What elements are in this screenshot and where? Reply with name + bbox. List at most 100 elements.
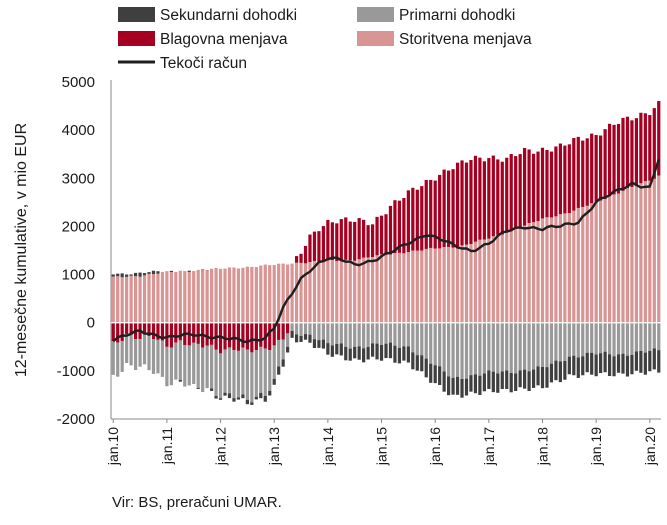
bar-storitvena-26 [228,267,231,322]
legend-item-blagovna: Blagovna menjava [118,31,288,48]
bar-storitvena-50 [335,261,338,323]
bar-sekundarni-75 [447,376,450,395]
bar-primarni-101 [563,323,566,361]
bar-sekundarni-15 [179,380,182,382]
bar-primarni-2 [121,341,124,372]
legend-label-blagovna: Blagovna menjava [160,31,288,48]
bar-blagovna-68 [416,190,419,251]
bar-storitvena-91 [519,228,522,323]
bar-sekundarni-36 [273,379,276,385]
bar-primarni-77 [456,323,459,377]
bar-storitvena-97 [545,217,548,322]
bar-blagovna-84 [487,158,490,239]
bar-blagovna-46 [317,231,320,261]
bar-primarni-97 [545,323,548,367]
bar-primarni-13 [170,348,173,386]
bar-storitvena-8 [147,274,150,323]
bar-primarni-35 [268,350,271,391]
bar-primarni-107 [590,323,593,353]
bar-blagovna-9 [152,323,155,340]
bar-blagovna-83 [483,161,486,239]
bar-primarni-65 [402,323,405,347]
bar-sekundarni-19 [197,388,200,389]
bar-primarni-110 [604,323,607,352]
bar-storitvena-117 [635,186,638,323]
bar-blagovna-53 [349,222,352,261]
bar-sekundarni-22 [210,389,213,391]
bar-storitvena-66 [407,252,410,323]
bar-storitvena-102 [568,213,571,323]
bar-storitvena-22 [210,269,213,323]
bar-sekundarni-117 [635,351,638,370]
bar-primarni-80 [469,323,472,375]
bar-sekundarni-13 [170,271,173,272]
bar-primarni-66 [407,323,410,347]
bar-storitvena-119 [644,181,647,323]
bar-primarni-79 [465,323,468,379]
y-tick-5000: 5000 [62,74,95,91]
bar-storitvena-81 [474,242,477,323]
bar-primarni-85 [492,323,495,372]
bar-storitvena-25 [223,269,226,323]
bar-sekundarni-90 [514,373,517,391]
bar-primarni-117 [635,323,638,352]
bar-primarni-56 [362,323,365,349]
bar-blagovna-28 [237,323,240,351]
bar-sekundarni-73 [438,366,441,385]
bar-primarni-106 [586,323,589,353]
bar-sekundarni-108 [595,355,598,377]
bar-blagovna-110 [604,129,607,199]
bar-sekundarni-114 [621,354,624,374]
bar-blagovna-58 [371,224,374,257]
x-tick-jan.11: jan.11 [159,427,175,465]
bar-blagovna-117 [635,118,638,186]
bar-storitvena-59 [375,255,378,322]
bar-sekundarni-50 [335,344,338,354]
bar-storitvena-18 [192,271,195,323]
bar-sekundarni-38 [282,359,285,366]
bar-primarni-119 [644,323,647,353]
bar-storitvena-11 [161,272,164,323]
bar-blagovna-48 [326,220,329,260]
bar-sekundarni-103 [572,356,575,376]
y-tick-1000: 1000 [62,267,95,284]
bar-primarni-111 [608,323,611,355]
bar-storitvena-121 [653,179,656,323]
bar-sekundarni-96 [541,367,544,388]
bar-storitvena-80 [469,244,472,323]
bar-primarni-21 [206,346,209,388]
bar-sekundarni-79 [465,379,468,396]
bar-storitvena-52 [344,260,347,323]
bar-storitvena-73 [438,248,441,322]
bar-sekundarni-52 [344,347,347,361]
bar-primarni-19 [197,344,200,388]
bar-storitvena-51 [340,261,343,323]
bar-blagovna-62 [389,206,392,255]
bar-sekundarni-116 [630,355,633,374]
x-tick-jan.20: jan.20 [642,427,658,466]
bar-sekundarni-97 [545,367,548,388]
bar-sekundarni-102 [568,357,571,375]
bar-storitvena-122 [657,176,660,323]
bar-primarni-26 [228,347,231,393]
bar-primarni-3 [125,334,128,363]
bar-storitvena-82 [478,240,481,323]
bar-sekundarni-76 [451,378,454,395]
bar-sekundarni-77 [456,377,459,395]
bar-primarni-28 [237,351,240,398]
bar-sekundarni-1 [116,274,119,277]
bar-sekundarni-120 [648,351,651,371]
bar-blagovna-102 [568,144,571,213]
bar-sekundarni-55 [358,346,361,359]
bar-primarni-10 [156,340,159,374]
bar-blagovna-107 [590,134,593,204]
bar-primarni-90 [514,323,517,374]
bar-sekundarni-91 [519,370,522,387]
bar-sekundarni-54 [353,347,356,359]
bar-blagovna-59 [375,217,378,255]
bar-blagovna-55 [358,218,361,259]
bar-sekundarni-58 [371,343,374,356]
bar-sekundarni-10 [156,271,159,273]
bar-storitvena-62 [389,254,392,322]
